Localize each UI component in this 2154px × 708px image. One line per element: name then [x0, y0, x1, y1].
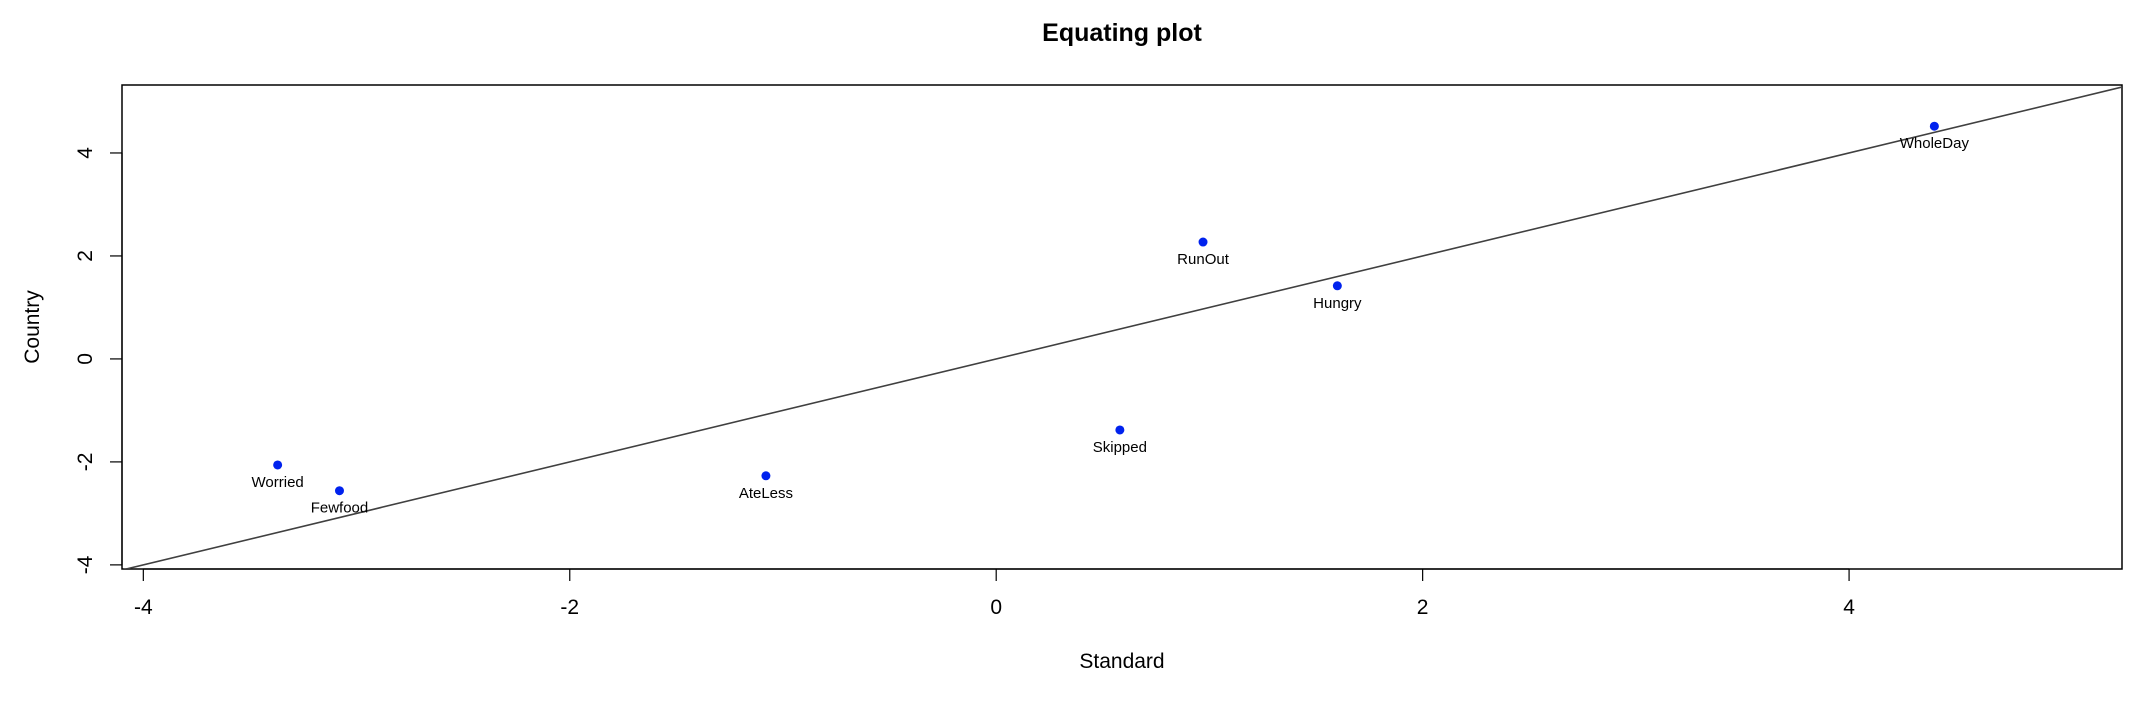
- data-point: [273, 460, 283, 470]
- data-point: [334, 486, 344, 496]
- data-point-label: WholeDay: [1900, 135, 1970, 152]
- plot-frame: [121, 84, 2123, 570]
- y-axis-label: Country: [21, 290, 44, 364]
- data-point: [1332, 281, 1342, 291]
- x-tick-label: 4: [1843, 596, 1855, 619]
- y-tick-label: 4: [74, 147, 97, 159]
- data-point: [1198, 237, 1208, 247]
- data-points: Worried Fewfood AteLess Skipped RunOut Hungry…: [252, 121, 1970, 517]
- reference-line: [122, 86, 2122, 569]
- y-tick-label: 2: [74, 250, 97, 262]
- y-tick-label: -2: [74, 453, 97, 472]
- y-tick-label: 0: [74, 353, 97, 365]
- data-point-label: AteLess: [739, 485, 793, 502]
- y-axis: -4 -2 0 2 4: [74, 147, 123, 574]
- data-point: [1115, 425, 1125, 435]
- data-point-label: Worried: [252, 474, 304, 491]
- data-point-label: Hungry: [1313, 295, 1362, 312]
- x-tick-label: 0: [990, 596, 1002, 619]
- data-point: [1929, 121, 1939, 131]
- y-tick-label: -4: [74, 555, 97, 574]
- data-point-label: Skipped: [1093, 439, 1147, 456]
- x-tick-label: -4: [134, 596, 153, 619]
- chart-title: Equating plot: [1042, 19, 1202, 47]
- x-axis: -4 -2 0 2 4: [134, 568, 1855, 619]
- data-point: [761, 471, 771, 481]
- x-tick-label: -2: [560, 596, 579, 619]
- x-tick-label: 2: [1417, 596, 1429, 619]
- data-point-label: Fewfood: [311, 500, 369, 517]
- data-point-label: RunOut: [1177, 251, 1230, 268]
- x-axis-label: Standard: [1079, 650, 1164, 673]
